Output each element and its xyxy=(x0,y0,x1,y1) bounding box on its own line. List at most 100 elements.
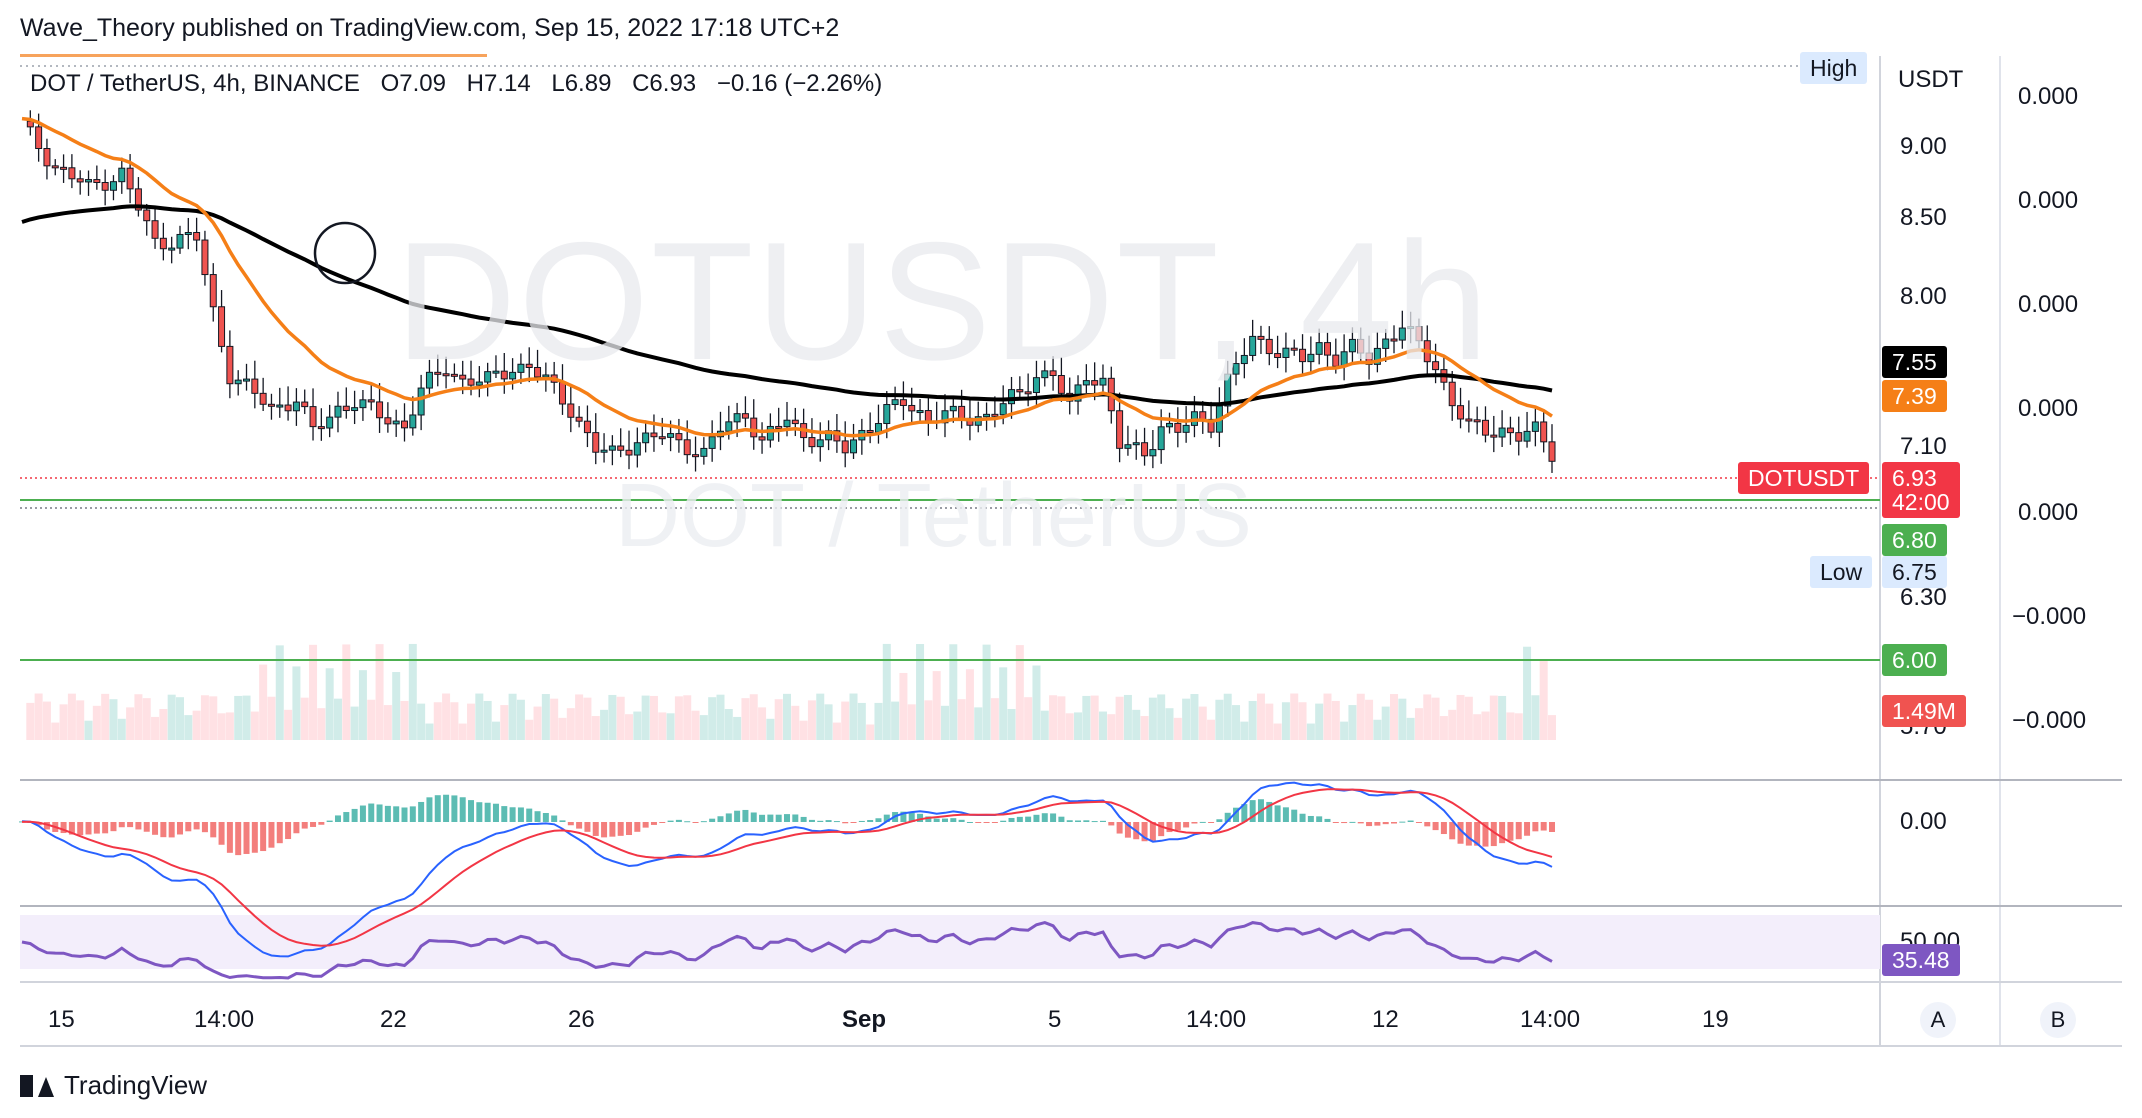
volume-bar xyxy=(999,667,1008,740)
candle xyxy=(134,177,142,217)
macd-hist-bar xyxy=(626,822,633,836)
candle-body xyxy=(866,429,874,433)
volume-bar xyxy=(1464,696,1473,740)
macd-hist-bar xyxy=(509,807,516,822)
candle-body xyxy=(1024,391,1032,395)
volume-bar xyxy=(1390,694,1399,740)
right-scale-tick-2: 0.000 xyxy=(2018,187,2079,214)
macd-hist-bar xyxy=(501,806,508,822)
macd-hist-bar xyxy=(334,815,341,822)
macd-hist-bar xyxy=(218,822,225,845)
candle xyxy=(1390,325,1398,354)
ema200-tag: 7.55 xyxy=(1882,346,1947,378)
volume-bar xyxy=(641,695,650,740)
candle xyxy=(933,401,941,430)
volume-bar xyxy=(275,645,284,740)
volume-bar xyxy=(699,715,708,740)
candle-body xyxy=(517,363,525,373)
macd-hist-bar xyxy=(1099,820,1106,822)
volume-bar xyxy=(1548,715,1556,740)
ema200-line xyxy=(21,204,1553,407)
candle-body xyxy=(68,167,76,180)
symbol-title[interactable]: DOT / TetherUS, 4h, BINANCE xyxy=(30,70,360,97)
candle xyxy=(1274,335,1282,369)
candle xyxy=(1149,429,1157,469)
symbol-legend[interactable]: DOT / TetherUS, 4h, BINANCE O7.09 H7.14 … xyxy=(30,70,896,98)
candle xyxy=(1265,326,1273,366)
candle-body xyxy=(1390,338,1398,342)
candle xyxy=(425,359,433,398)
macd-hist-bar xyxy=(201,822,208,833)
ohlc-high: H7.14 xyxy=(466,70,531,97)
volume-bar xyxy=(1107,714,1116,740)
volume-bar xyxy=(924,700,933,740)
candle xyxy=(1099,364,1107,395)
log-scale-button[interactable]: B xyxy=(2040,1002,2076,1038)
candle-body xyxy=(567,403,575,418)
macd-hist-bar xyxy=(1399,821,1406,823)
candle-body xyxy=(1548,441,1556,462)
volume-bar xyxy=(658,712,667,740)
candle xyxy=(109,175,117,201)
candle xyxy=(184,217,192,250)
candle xyxy=(675,418,683,453)
tradingview-brand[interactable]: TradingView xyxy=(20,1070,207,1101)
macd-hist-bar xyxy=(775,814,782,822)
volume-bar xyxy=(1273,723,1282,740)
macd-hist-bar xyxy=(1000,820,1007,822)
volume-bar xyxy=(816,693,825,740)
macd-hist-bar xyxy=(93,822,100,834)
volume-bar xyxy=(126,707,135,740)
volume-bar xyxy=(1473,714,1482,740)
volume-bar xyxy=(26,702,35,740)
macd-hist-bar xyxy=(825,820,832,822)
candle xyxy=(509,358,517,390)
auto-scale-button[interactable]: A xyxy=(1920,1002,1956,1038)
macd-layer xyxy=(19,781,1555,958)
candle-body xyxy=(1099,377,1107,386)
macd-hist-bar xyxy=(1116,822,1123,834)
candle-body xyxy=(60,166,68,170)
macd-hist-bar xyxy=(1058,816,1065,822)
candle-body xyxy=(525,363,533,368)
macd-hist-bar xyxy=(808,819,815,822)
candle-body xyxy=(924,410,932,422)
candle-body xyxy=(650,432,658,438)
candle-body xyxy=(1407,326,1415,330)
price-scale-unit[interactable]: USDT xyxy=(1898,66,1964,93)
candle-body xyxy=(209,274,217,308)
candle-body xyxy=(193,232,201,241)
macd-hist-bar xyxy=(584,822,591,832)
volume-bar xyxy=(483,700,492,740)
volume-bar xyxy=(1173,717,1182,740)
candle-body xyxy=(384,417,392,425)
macd-hist-bar xyxy=(858,820,865,822)
candle xyxy=(1357,327,1365,363)
candle xyxy=(991,396,999,428)
volume-bar xyxy=(1406,717,1415,740)
candle xyxy=(1548,424,1556,473)
macd-hist-bar xyxy=(77,822,84,836)
volume-bar xyxy=(1074,712,1083,740)
candle xyxy=(1473,406,1481,435)
volume-bar xyxy=(824,704,833,740)
time-tick-22: 22 xyxy=(380,1006,407,1033)
macd-hist-bar xyxy=(1457,822,1464,844)
volume-bar xyxy=(783,693,791,740)
macd-hist-bar xyxy=(351,808,358,822)
candle-body xyxy=(642,432,650,444)
macd-hist-bar xyxy=(1033,814,1040,822)
macd-hist-bar xyxy=(426,797,433,822)
candle-body xyxy=(1282,347,1290,358)
macd-hist-bar xyxy=(393,806,400,822)
candle-body xyxy=(1016,389,1024,393)
candle-body xyxy=(1207,418,1215,433)
macd-hist-bar xyxy=(251,822,258,853)
volume-bar xyxy=(807,700,816,740)
candle-body xyxy=(1232,363,1240,375)
candle xyxy=(243,363,251,391)
candle xyxy=(592,413,600,465)
candle xyxy=(234,370,242,396)
macd-hist-bar xyxy=(276,822,283,844)
